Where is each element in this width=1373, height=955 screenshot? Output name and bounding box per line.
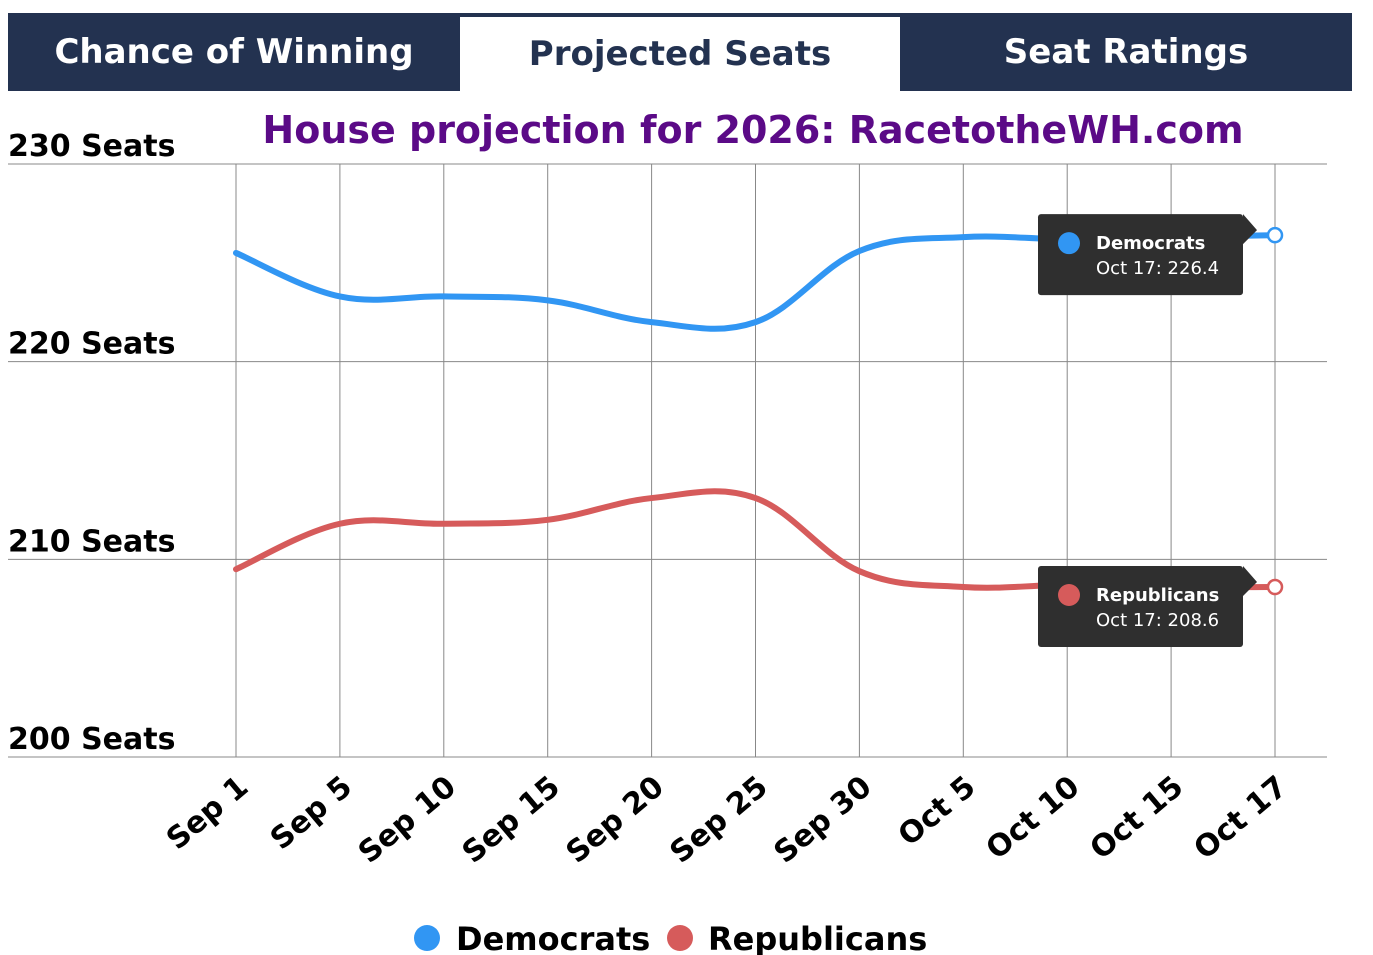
tab-bar: Chance of Winning Projected Seats Seat R… [8, 13, 1352, 91]
x-tick-label: Oct 10 [980, 769, 1087, 866]
legend-label: Democrats [456, 920, 650, 955]
x-tick-label: Sep 30 [767, 769, 878, 870]
tooltip-democrats: Democrats Oct 17: 226.4 [1038, 214, 1257, 296]
x-tick-label: Oct 17 [1188, 769, 1295, 866]
legend-label: Republicans [708, 920, 927, 955]
y-tick-label: 210 Seats [8, 524, 175, 559]
chart-legend: Democrats Republicans [414, 920, 927, 955]
tooltip-marker [1058, 584, 1080, 607]
chart-title: House projection for 2026: RacetotheWH.c… [262, 108, 1243, 152]
tab-projected-seats[interactable]: Projected Seats [460, 17, 900, 91]
legend-item-republicans[interactable]: Republicans [667, 920, 927, 955]
x-tick-label: Sep 15 [456, 769, 567, 870]
chart-grid [8, 163, 1327, 758]
x-tick-label: Oct 15 [1084, 769, 1191, 866]
x-tick-label: Sep 10 [352, 769, 463, 870]
tooltip-marker [1058, 232, 1080, 255]
tooltip-series-name: Republicans [1096, 585, 1219, 606]
series-endpoint-republicans[interactable] [1266, 578, 1284, 596]
tooltip-value: Oct 17: 226.4 [1096, 258, 1219, 279]
tooltip-republicans: Republicans Oct 17: 208.6 [1038, 566, 1257, 648]
series-endpoint-democrats[interactable] [1266, 226, 1284, 244]
x-tick-label: Sep 20 [560, 769, 671, 870]
y-axis: 230 Seats 220 Seats 210 Seats 200 Seats [8, 129, 175, 757]
legend-item-democrats[interactable]: Democrats [414, 920, 650, 955]
y-tick-label: 200 Seats [8, 722, 175, 757]
tooltip-series-name: Democrats [1096, 233, 1205, 254]
legend-marker [667, 925, 693, 951]
y-tick-label: 230 Seats [8, 129, 175, 164]
y-tick-label: 220 Seats [8, 327, 175, 362]
tab-chance-of-winning[interactable]: Chance of Winning [54, 32, 414, 72]
x-tick-label: Oct 5 [892, 769, 983, 853]
x-tick-label: Sep 1 [160, 769, 255, 857]
x-tick-label: Sep 5 [264, 769, 359, 857]
tab-seat-ratings[interactable]: Seat Ratings [1003, 32, 1249, 72]
chart-tooltips: Democrats Oct 17: 226.4 Republicans Oct 17:… [1038, 214, 1257, 648]
tooltip-value: Oct 17: 208.6 [1096, 610, 1219, 631]
x-tick-label: Sep 25 [664, 769, 775, 870]
legend-marker [414, 925, 440, 951]
